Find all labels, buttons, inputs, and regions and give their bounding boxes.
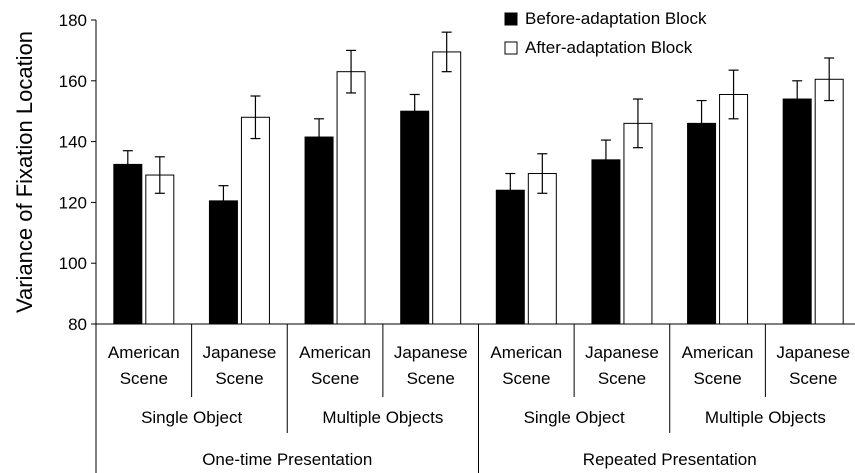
group-label: Single Object <box>141 408 242 427</box>
y-tick-label: 80 <box>68 315 87 334</box>
category-label-line1: American <box>299 343 371 362</box>
category-label-line1: Japanese <box>203 343 277 362</box>
category-label-line1: Japanese <box>776 343 850 362</box>
bar-before <box>113 163 143 325</box>
legend: Before-adaptation Block After-adaptation… <box>504 9 707 57</box>
bar-before <box>495 189 525 325</box>
y-tick-label: 180 <box>59 11 87 30</box>
bar-after <box>719 93 749 325</box>
supergroup-label: One-time Presentation <box>202 450 372 469</box>
bar-before <box>208 200 238 325</box>
y-axis: 80 100 120 140 160 180 <box>59 11 97 334</box>
group-label: Multiple Objects <box>322 408 443 427</box>
category-label-line2: Scene <box>598 369 646 388</box>
bar-after <box>240 116 270 325</box>
category-label-line1: American <box>490 343 562 362</box>
group-label: Multiple Objects <box>705 408 826 427</box>
category-label-line1: American <box>108 343 180 362</box>
bar-after <box>145 174 175 325</box>
bar-before <box>400 110 430 325</box>
category-label-line1: American <box>682 343 754 362</box>
category-label-line2: Scene <box>502 369 550 388</box>
legend-swatch-after <box>504 41 518 55</box>
category-label-line1: Japanese <box>394 343 468 362</box>
bar-after <box>527 173 557 325</box>
bar-before <box>591 159 621 325</box>
category-label-line2: Scene <box>789 369 837 388</box>
group-label: Single Object <box>524 408 625 427</box>
y-tick-label: 120 <box>59 193 87 212</box>
category-label-line2: Scene <box>120 369 168 388</box>
y-tick-label: 100 <box>59 254 87 273</box>
bar-before <box>782 98 812 325</box>
category-label-line1: Japanese <box>585 343 659 362</box>
bar-after <box>432 51 462 325</box>
bar-after <box>336 71 366 325</box>
category-label-line2: Scene <box>311 369 359 388</box>
bar-after <box>814 78 844 325</box>
bar-before <box>304 136 334 325</box>
legend-swatch-before <box>504 12 518 26</box>
supergroup-label: Repeated Presentation <box>583 450 757 469</box>
bar-before <box>687 122 717 325</box>
y-axis-label: Variance of Fixation Location <box>12 31 37 313</box>
legend-label-before: Before-adaptation Block <box>525 9 707 28</box>
category-label-line2: Scene <box>693 369 741 388</box>
bars <box>113 31 844 325</box>
y-tick-label: 140 <box>59 133 87 152</box>
y-tick-label: 160 <box>59 72 87 91</box>
category-label-line2: Scene <box>407 369 455 388</box>
category-label-line2: Scene <box>215 369 263 388</box>
x-axis: American Scene Japanese Scene American Scene J… <box>95 323 855 473</box>
legend-label-after: After-adaptation Block <box>525 38 693 57</box>
bar-after <box>623 122 653 325</box>
